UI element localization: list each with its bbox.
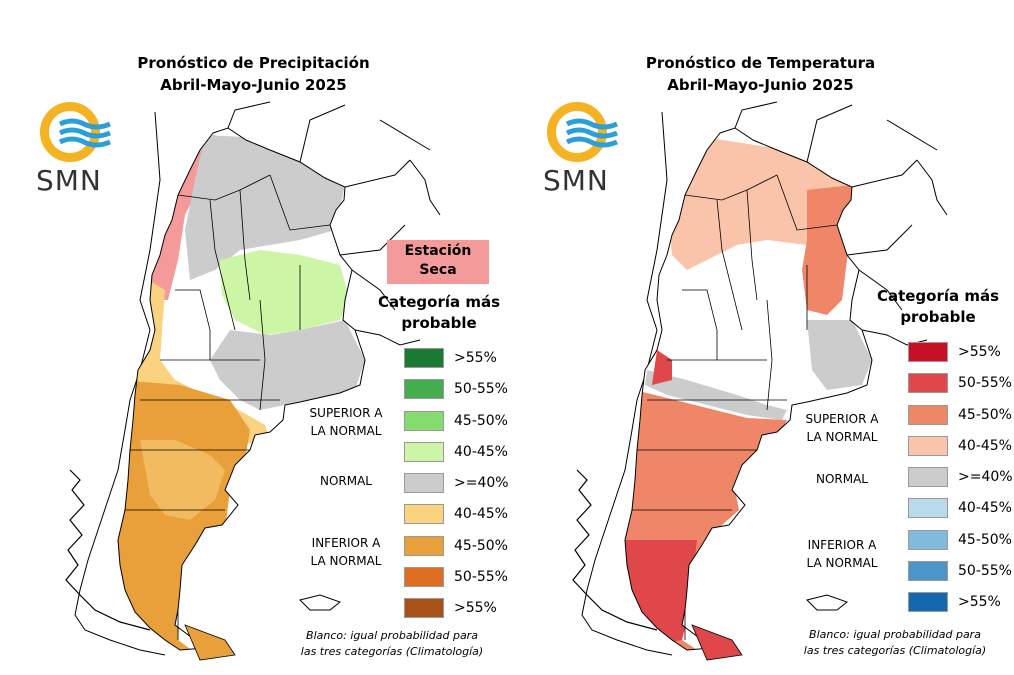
group-upper-line2: LA NORMAL — [310, 424, 382, 438]
group-upper-line1: SUPERIOR A — [805, 412, 879, 426]
legend-swatch — [404, 535, 444, 556]
legend-swatch — [404, 379, 444, 400]
smn-logo: SMN — [36, 100, 118, 200]
legend-label: 45-50% — [454, 412, 508, 429]
climatology-note-line2: las tres categorías (Climatología) — [803, 644, 987, 657]
temperature-map — [572, 101, 948, 661]
neighbor-borders — [139, 101, 441, 346]
legend-label: 50-55% — [958, 375, 1012, 392]
smn-logo-sun-icon — [547, 102, 607, 162]
legend-swatch — [908, 435, 948, 456]
group-upper-line1: SUPERIOR A — [309, 406, 383, 420]
argentina-outline — [624, 127, 873, 651]
climatology-note-line2: las tres categorías (Climatología) — [300, 645, 484, 658]
legend-label: >=40% — [958, 469, 1013, 486]
group-lower-label: INFERIOR A LA NORMAL — [792, 536, 892, 572]
category-title: Categoría más probable — [374, 292, 504, 334]
group-upper-label: SUPERIOR A LA NORMAL — [296, 404, 396, 440]
legend-label: 40-45% — [454, 443, 508, 460]
temperature-title: Pronóstico de Temperatura Abril-Mayo-Jun… — [507, 52, 1014, 96]
legend-swatch — [908, 404, 948, 425]
legend-swatch — [908, 373, 948, 394]
group-upper-line2: LA NORMAL — [806, 430, 878, 444]
precipitation-title: Pronóstico de Precipitación Abril-Mayo-J… — [0, 52, 507, 96]
malvinas-islands — [299, 594, 342, 611]
legend-label: >=40% — [454, 475, 509, 492]
smn-logo-waves-icon — [565, 118, 618, 148]
argentina-outline — [117, 127, 366, 651]
dry-season-label: Estación Seca — [387, 240, 489, 284]
category-title: Categoría más probable — [873, 286, 1003, 328]
legend-label: >55% — [958, 594, 1001, 611]
temperature-title-line2: Abril-Mayo-Junio 2025 — [667, 76, 854, 94]
legend-label: 40-45% — [454, 506, 508, 523]
smn-logo-sun-icon — [40, 102, 100, 162]
category-title-line2: probable — [900, 308, 976, 326]
legend-label: 45-50% — [454, 537, 508, 554]
smn-logo-text: SMN — [543, 164, 609, 197]
climatology-note-line1: Blanco: igual probabilidad para — [809, 628, 981, 641]
legend-label: 45-50% — [958, 531, 1012, 548]
category-title-line1: Categoría más — [377, 293, 501, 311]
legend-swatch — [404, 441, 444, 462]
legend-swatch — [404, 598, 444, 619]
smn-logo-text: SMN — [36, 164, 102, 197]
precipitation-title-line2: Abril-Mayo-Junio 2025 — [160, 76, 347, 94]
group-normal-label: NORMAL — [319, 474, 372, 488]
temperature-regions — [625, 128, 872, 650]
category-title-line1: Categoría más — [876, 287, 1000, 305]
legend-label: 45-50% — [958, 406, 1012, 423]
precipitation-panel: Pronóstico de Precipitación Abril-Mayo-J… — [0, 52, 509, 661]
chile-coast — [74, 329, 166, 656]
dry-season-line1: Estación — [404, 243, 472, 259]
legend-swatch — [908, 592, 948, 613]
province-borders — [632, 174, 838, 640]
chile-coast — [581, 329, 673, 656]
legend-swatch — [404, 504, 444, 525]
legend-swatch — [908, 529, 948, 550]
precipitation-map — [65, 101, 441, 661]
group-lower-label: INFERIOR A LA NORMAL — [296, 534, 396, 570]
group-lower-line1: INFERIOR A — [311, 536, 381, 550]
precipitation-title-line1: Pronóstico de Precipitación — [137, 54, 370, 72]
malvinas-islands — [806, 594, 849, 611]
precipitation-regions — [118, 128, 365, 650]
legend-label: 50-55% — [958, 563, 1012, 580]
climatology-note: Blanco: igual probabilidad para las tres… — [780, 627, 1010, 659]
legend-label: 50-55% — [454, 381, 508, 398]
group-normal-label: NORMAL — [815, 472, 868, 486]
climatology-note-line1: Blanco: igual probabilidad para — [306, 629, 478, 642]
legend-label: >55% — [958, 344, 1001, 360]
legend-swatch — [404, 410, 444, 431]
province-borders — [125, 174, 331, 640]
legend-label: >55% — [454, 600, 497, 617]
dry-season-line2: Seca — [419, 262, 457, 278]
legend-swatch — [908, 342, 948, 362]
group-lower-line1: INFERIOR A — [807, 538, 877, 552]
smn-logo: SMN — [543, 100, 625, 200]
group-upper-label: SUPERIOR A LA NORMAL — [792, 410, 892, 446]
legend-swatch — [908, 498, 948, 519]
legend-swatch — [404, 567, 444, 588]
group-lower-line2: LA NORMAL — [310, 554, 382, 568]
legend-label: 40-45% — [958, 437, 1012, 454]
smn-logo-waves-icon — [58, 118, 111, 148]
legend-label: 50-55% — [454, 569, 508, 586]
legend-label: 40-45% — [958, 500, 1012, 517]
group-lower-line2: LA NORMAL — [806, 556, 878, 570]
legend-swatch — [404, 348, 444, 368]
legend-swatch — [908, 467, 948, 488]
category-title-line2: probable — [401, 314, 477, 332]
legend-label: >55% — [454, 350, 497, 366]
climatology-note: Blanco: igual probabilidad para las tres… — [277, 628, 507, 660]
neighbor-borders — [646, 101, 948, 346]
legend-swatch — [404, 473, 444, 494]
temperature-panel: Pronóstico de Temperatura Abril-Mayo-Jun… — [507, 0, 1014, 675]
legend-swatch — [908, 561, 948, 582]
temperature-title-line1: Pronóstico de Temperatura — [645, 54, 876, 72]
